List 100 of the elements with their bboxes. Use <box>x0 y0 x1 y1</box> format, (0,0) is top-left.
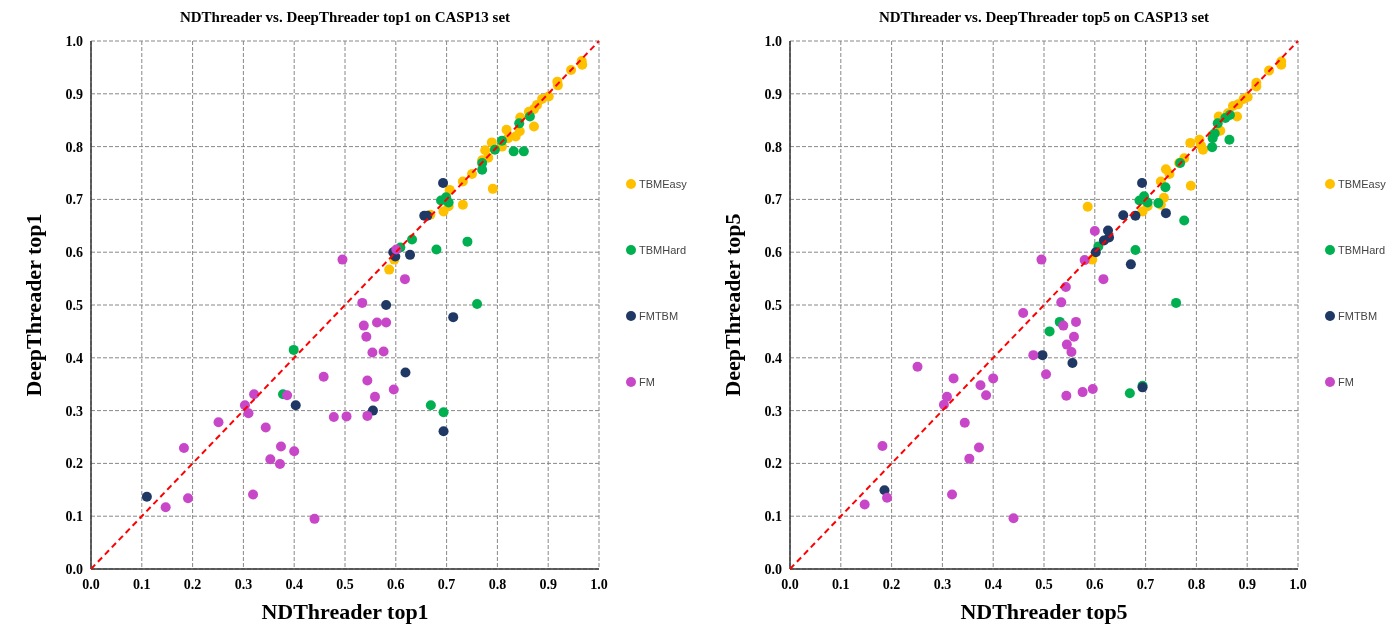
y-tick-label: 0.7 <box>764 192 782 208</box>
x-tick-label: 0.7 <box>1136 577 1155 592</box>
x-tick-label: 0.1 <box>832 577 850 592</box>
point <box>480 145 491 156</box>
point <box>1224 134 1235 145</box>
x-tick-label: 0.8 <box>488 577 507 592</box>
legend-label: FMTBM <box>1338 310 1378 322</box>
point <box>882 492 893 503</box>
point <box>1044 326 1055 337</box>
x-tick-label: 0.7 <box>437 577 456 592</box>
point <box>341 411 352 422</box>
y-tick-label: 0.9 <box>65 86 83 102</box>
point <box>362 410 373 421</box>
y-axis-title: DeepThreader top5 <box>720 213 745 397</box>
x-tick-label: 0.5 <box>336 577 354 592</box>
point <box>248 489 259 500</box>
point <box>1207 142 1218 153</box>
point <box>1056 297 1067 308</box>
point <box>1082 201 1093 212</box>
y-tick-label: 0.0 <box>764 562 782 577</box>
point <box>964 453 975 464</box>
x-tick-label: 0.8 <box>1187 577 1206 592</box>
point <box>405 249 416 260</box>
point <box>282 390 293 401</box>
point <box>275 441 286 452</box>
point <box>141 491 152 502</box>
point <box>431 244 442 255</box>
point <box>457 199 468 210</box>
point <box>438 426 449 437</box>
point <box>1185 180 1196 191</box>
point <box>274 458 285 469</box>
point <box>1068 331 1079 342</box>
point <box>912 361 923 372</box>
point <box>508 146 519 157</box>
point <box>425 400 436 411</box>
point <box>367 347 378 358</box>
y-tick-label: 0.1 <box>764 509 782 525</box>
point <box>448 312 459 323</box>
point <box>1118 210 1129 221</box>
y-tick-label: 0.2 <box>764 456 782 472</box>
point <box>948 373 959 384</box>
x-tick-label: 0.0 <box>781 577 799 592</box>
point <box>518 146 529 157</box>
y-tick-label: 1.0 <box>764 34 782 49</box>
point <box>249 389 260 400</box>
y-tick-label: 0.7 <box>65 192 83 208</box>
point <box>487 183 498 194</box>
point <box>1179 215 1190 226</box>
point <box>988 373 999 384</box>
y-tick-label: 0.1 <box>65 509 83 525</box>
point <box>358 320 369 331</box>
point <box>1077 387 1088 398</box>
point <box>1071 316 1081 327</box>
point <box>1036 254 1047 265</box>
y-tick-label: 0.3 <box>65 403 83 419</box>
point <box>243 408 254 419</box>
point <box>1125 259 1136 270</box>
y-tick-label: 0.4 <box>764 350 782 366</box>
x-tick-label: 0.4 <box>285 577 303 592</box>
point <box>381 300 392 310</box>
point <box>289 446 300 457</box>
legend-label: FM <box>639 376 655 388</box>
x-tick-label: 1.0 <box>590 577 608 592</box>
y-tick-label: 1.0 <box>65 34 83 49</box>
point <box>369 391 380 402</box>
point <box>288 344 299 355</box>
point <box>947 489 958 500</box>
point <box>975 380 986 391</box>
point <box>399 274 410 285</box>
x-tick-label: 0.1 <box>133 577 151 592</box>
point <box>378 346 389 357</box>
point <box>1124 388 1135 399</box>
point <box>1058 320 1069 331</box>
point <box>318 371 329 382</box>
point <box>462 236 473 247</box>
point <box>1198 144 1208 155</box>
point <box>981 390 992 401</box>
y-tick-label: 0.9 <box>764 86 782 102</box>
legend-label: TBMHard <box>639 244 687 256</box>
point <box>1008 513 1019 524</box>
x-tick-label: 0.9 <box>1238 577 1256 592</box>
point <box>877 440 888 451</box>
legend-label: FMTBM <box>639 310 679 322</box>
point <box>265 454 276 465</box>
y-tick-label: 0.8 <box>764 139 782 155</box>
legend-label: FM <box>1338 376 1354 388</box>
x-tick-label: 0.0 <box>82 577 100 592</box>
point <box>1028 350 1039 361</box>
point <box>290 400 301 411</box>
y-tick-label: 0.5 <box>764 298 782 313</box>
point <box>160 502 171 513</box>
point <box>438 407 449 418</box>
point <box>859 499 870 510</box>
y-tick-label: 0.2 <box>65 456 83 472</box>
y-tick-label: 0.3 <box>764 403 782 419</box>
point <box>1087 383 1098 394</box>
x-tick-label: 0.6 <box>1086 577 1104 592</box>
x-tick-label: 0.3 <box>933 577 952 592</box>
point <box>407 234 418 245</box>
point <box>178 443 189 454</box>
